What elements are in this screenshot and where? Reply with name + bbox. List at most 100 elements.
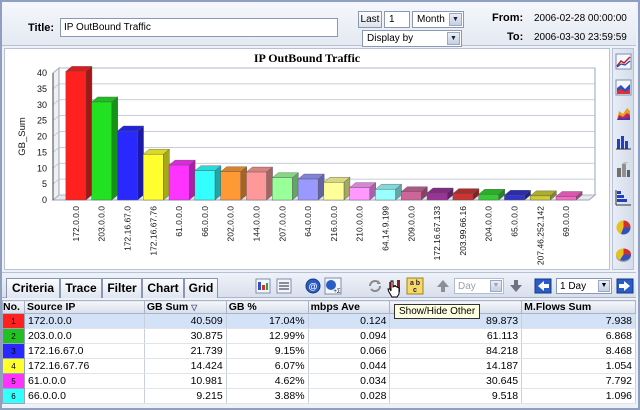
from-label: From: (492, 12, 524, 24)
stacked-bar-icon[interactable] (615, 189, 632, 206)
period-select[interactable]: Month ▼ (412, 11, 464, 28)
arrow-down-icon[interactable] (507, 277, 525, 295)
gb-sum-cell: 30.875 (144, 328, 227, 344)
area-chart-icon[interactable] (615, 79, 632, 96)
chart-bar[interactable] (529, 190, 557, 201)
grid-line (52, 131, 60, 137)
chevron-down-icon[interactable]: ▼ (490, 280, 502, 292)
mbps-ave-cell: 0.044 (308, 358, 391, 374)
column-header-mflows-sum[interactable]: M.Flows Sum (521, 300, 636, 314)
globe-icon[interactable]: @ (304, 277, 322, 295)
last-count-input[interactable]: 1 (384, 11, 410, 28)
x-tick-label: 144.0.0.0 (252, 206, 262, 242)
title-input[interactable] (60, 18, 338, 37)
chart-bar[interactable] (452, 188, 480, 201)
mflows-sum-cell: 6.868 (521, 328, 636, 344)
line-chart-icon[interactable] (615, 53, 632, 70)
table-row[interactable]: 3 172.16.67.0 21.739 9.15% 0.066 84.218 8.468 (2, 343, 636, 359)
chevron-down-icon[interactable]: ▼ (449, 13, 462, 26)
sum-icon[interactable]: +Σ (324, 277, 342, 295)
tab-grid[interactable]: Grid (184, 278, 218, 298)
chart-bar[interactable] (194, 165, 222, 201)
3d-pie-icon[interactable] (615, 247, 632, 264)
x-tick-label: 210.0.0.0 (355, 206, 365, 242)
row-number-cell: 2 (2, 328, 25, 344)
chart-bar-face (85, 65, 93, 201)
chart-bar-face (478, 194, 499, 201)
column-header-source-ip[interactable]: Source IP (23, 300, 145, 314)
bar-chart-icon[interactable] (615, 133, 632, 150)
chart-bar-face (323, 182, 345, 201)
next-period-icon[interactable] (616, 277, 634, 295)
last-button[interactable]: Last (358, 11, 382, 28)
chart-bar[interactable] (271, 172, 299, 201)
3d-area-icon[interactable] (615, 105, 632, 122)
table-row[interactable]: 1 172.0.0.0 40.509 17.04% 0.124 89.873 7.938 (2, 313, 636, 329)
chart-bar-face (214, 165, 222, 201)
chart-bar-face (188, 159, 196, 201)
chart-bar[interactable] (400, 186, 428, 201)
column-header-gb-sum[interactable]: GB Sum ▽ (143, 300, 227, 314)
row-number-cell: 5 (2, 373, 25, 389)
interval-select-right[interactable]: 1 Day ▼ (556, 278, 612, 294)
tab-chart[interactable]: Chart (142, 278, 184, 298)
show-hide-other-tooltip: Show/Hide Other (394, 304, 481, 319)
x-tick-label: 172.16.67.76 (148, 206, 158, 256)
pie-chart-icon[interactable] (615, 219, 632, 236)
chart-bar-face (452, 193, 474, 201)
table-row[interactable]: 4 172.16.67.76 14.424 6.07% 0.044 14.187 1.054 (2, 358, 636, 374)
label-abc-icon[interactable]: a bc (406, 277, 424, 295)
y-tick-label: 30 (37, 100, 47, 110)
chart-bar[interactable] (555, 191, 583, 201)
chart-bar[interactable] (65, 65, 93, 201)
chart-bar-face (117, 130, 138, 201)
chart-bar[interactable] (349, 182, 377, 201)
to-value: 2006-03-30 23:59:59 (534, 32, 627, 43)
tab-criteria[interactable]: Criteria (6, 278, 60, 298)
chevron-down-icon[interactable]: ▼ (598, 280, 610, 292)
svg-text:a b: a b (410, 280, 420, 287)
x-tick-label: 172.0.0.0 (71, 206, 81, 242)
mflows-sum-cell: 7.938 (521, 313, 636, 329)
interval-right-value: 1 Day (560, 281, 587, 292)
column-header-gb-pct[interactable]: GB % (225, 300, 309, 314)
column-header-mbps-ave[interactable]: mbps Ave (307, 300, 391, 314)
previous-period-icon[interactable] (534, 277, 552, 295)
chart-bar[interactable] (142, 148, 170, 201)
chart-bar[interactable] (374, 183, 403, 201)
interval-select-left[interactable]: Day ▼ (454, 278, 504, 294)
chart-bar[interactable] (478, 188, 506, 201)
column-header-no[interactable]: No. (2, 300, 25, 314)
chart-bar-face (530, 195, 551, 201)
tab-trace[interactable]: Trace (60, 278, 102, 298)
table-row[interactable]: 6 66.0.0.0 9.215 3.88% 0.028 9.518 1.096 (2, 388, 636, 404)
align-icon[interactable] (275, 277, 293, 295)
chart-bar[interactable] (168, 159, 196, 201)
display-by-select[interactable]: Display by ▼ (362, 30, 462, 47)
chart-bar[interactable] (91, 96, 119, 201)
to-label: To: (507, 31, 524, 43)
arrow-up-icon[interactable] (434, 277, 452, 295)
table-row[interactable]: 2 203.0.0.0 30.875 12.99% 0.094 61.113 6.868 (2, 328, 636, 344)
chart-bar[interactable] (503, 189, 532, 201)
tab-filter[interactable]: Filter (102, 278, 142, 298)
chart-type-toolbar (612, 48, 634, 270)
3d-bar-icon[interactable] (615, 161, 632, 178)
chart-bar[interactable] (323, 176, 351, 201)
x-tick-label: 204.0.0.0 (484, 206, 494, 242)
table-row[interactable]: 5 61.0.0.0 10.981 4.62% 0.034 30.645 7.792 (2, 373, 636, 389)
chevron-down-icon[interactable]: ▼ (447, 32, 460, 45)
x-tick-label: 172.16.67.0 (123, 206, 133, 251)
chart-bar-face (194, 170, 216, 201)
title-label: Title: (28, 22, 55, 34)
chart-options-icon[interactable] (254, 277, 272, 295)
chart-bar[interactable] (220, 166, 248, 201)
refresh-icon[interactable] (366, 277, 384, 295)
chart-bar[interactable] (116, 125, 145, 201)
source-ip-cell: 203.0.0.0 (24, 328, 145, 344)
chart-bar[interactable] (297, 173, 325, 201)
gb-pct-cell: 4.62% (226, 373, 309, 389)
chart-bar[interactable] (426, 187, 454, 201)
mbps-ave-cell: 0.066 (308, 343, 391, 359)
chart-bar[interactable] (245, 166, 274, 201)
